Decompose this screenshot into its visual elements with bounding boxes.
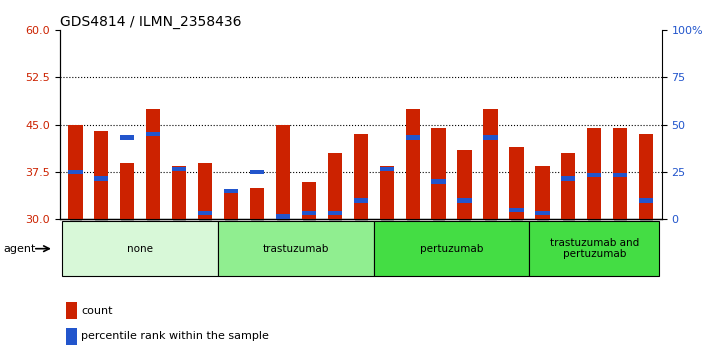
Bar: [66, 302, 77, 319]
Bar: [224, 191, 238, 219]
Bar: [302, 182, 316, 219]
Bar: [68, 125, 82, 219]
Bar: [328, 153, 342, 219]
Bar: [63, 221, 218, 276]
Text: none: none: [127, 244, 153, 254]
Bar: [561, 153, 575, 219]
Bar: [639, 134, 653, 219]
Bar: [379, 166, 394, 219]
Bar: [639, 198, 653, 203]
Bar: [509, 208, 524, 212]
Bar: [172, 166, 187, 219]
Bar: [328, 211, 342, 215]
Bar: [509, 147, 524, 219]
Text: GDS4814 / ILMN_2358436: GDS4814 / ILMN_2358436: [60, 15, 241, 29]
Bar: [198, 162, 213, 219]
Bar: [613, 173, 627, 177]
Bar: [353, 134, 368, 219]
Bar: [250, 188, 264, 219]
Bar: [120, 162, 134, 219]
Bar: [587, 173, 601, 177]
Text: agent: agent: [3, 244, 35, 254]
Bar: [172, 167, 187, 171]
Text: count: count: [81, 306, 113, 316]
Bar: [68, 170, 82, 174]
Bar: [432, 179, 446, 184]
Bar: [218, 221, 374, 276]
Bar: [276, 214, 290, 218]
Bar: [561, 176, 575, 181]
Bar: [94, 131, 108, 219]
Bar: [406, 109, 420, 219]
Bar: [198, 211, 213, 215]
Bar: [535, 211, 550, 215]
Bar: [146, 109, 161, 219]
Bar: [432, 128, 446, 219]
Bar: [250, 170, 264, 174]
Bar: [94, 176, 108, 181]
Bar: [529, 221, 659, 276]
Bar: [353, 198, 368, 203]
Bar: [535, 166, 550, 219]
Text: pertuzumab: pertuzumab: [420, 244, 483, 254]
Bar: [458, 150, 472, 219]
Text: trastuzumab and
pertuzumab: trastuzumab and pertuzumab: [550, 238, 639, 259]
Bar: [146, 132, 161, 136]
Text: trastuzumab: trastuzumab: [263, 244, 329, 254]
Bar: [224, 189, 238, 193]
Bar: [484, 135, 498, 139]
Bar: [66, 328, 77, 345]
Bar: [374, 221, 529, 276]
Bar: [484, 109, 498, 219]
Bar: [587, 128, 601, 219]
Bar: [120, 135, 134, 139]
Bar: [379, 167, 394, 171]
Bar: [458, 198, 472, 203]
Bar: [302, 211, 316, 215]
Bar: [276, 125, 290, 219]
Text: percentile rank within the sample: percentile rank within the sample: [81, 331, 269, 341]
Bar: [613, 128, 627, 219]
Bar: [406, 135, 420, 139]
